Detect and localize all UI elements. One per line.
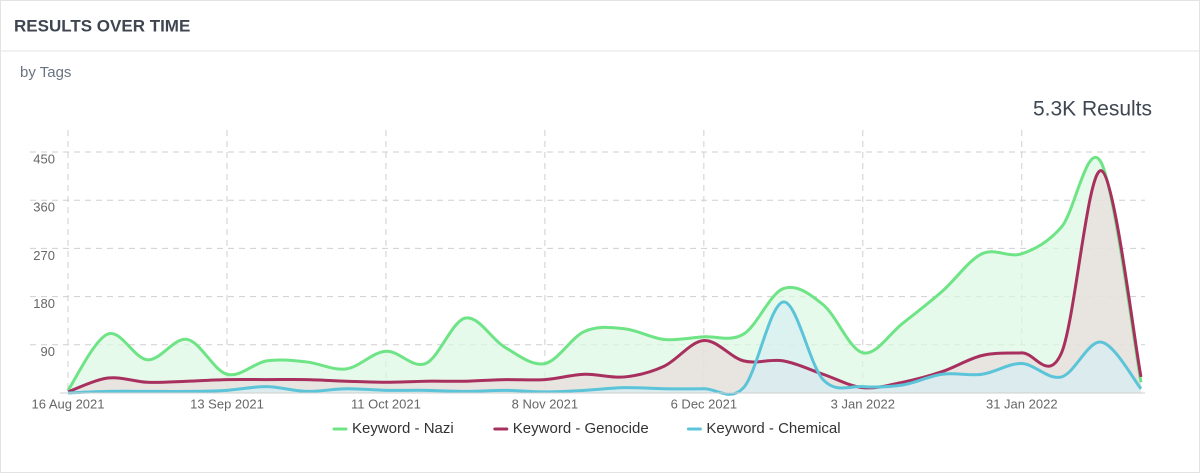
x-tick-label: 31 Jan 2022 [986, 396, 1058, 411]
series-line [67, 169, 1143, 394]
legend-label: Keyword - Genocide [513, 420, 649, 437]
y-tick-label: 360 [33, 200, 55, 215]
x-tick-label: 16 Aug 2021 [31, 396, 104, 411]
y-tick-label: 180 [33, 296, 55, 311]
series-line [66, 155, 1143, 392]
x-tick-label: 11 Oct 2021 [351, 396, 421, 411]
series-line [67, 300, 1143, 396]
legend-label: Keyword - Nazi [352, 420, 454, 437]
card-subtitle: by Tags [20, 64, 71, 81]
x-tick-label: 3 Jan 2022 [831, 396, 895, 411]
y-tick-label: 450 [33, 151, 55, 166]
x-tick-label: 6 Dec 2021 [671, 396, 738, 411]
area [68, 301, 1141, 395]
y-tick-label: 90 [41, 344, 55, 359]
x-tick-label: 8 Nov 2021 [512, 396, 579, 411]
legend-label: Keyword - Chemical [706, 420, 840, 437]
x-tick-label: 13 Sep 2021 [190, 396, 264, 411]
y-tick-label: 270 [33, 248, 55, 263]
card-title: RESULTS OVER TIME [14, 16, 190, 35]
results-count: 5.3K Results [1033, 98, 1152, 121]
